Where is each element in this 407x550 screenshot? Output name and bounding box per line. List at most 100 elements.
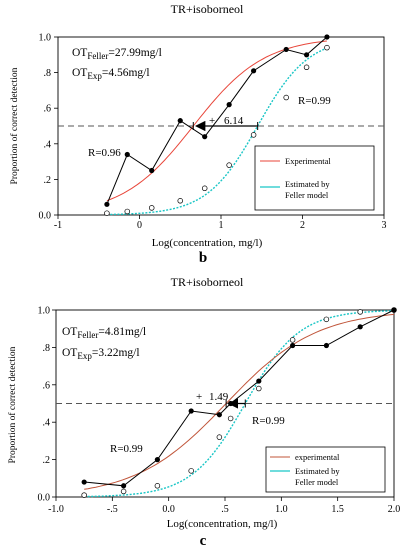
svg-text:OTExp=4.56mg/l: OTExp=4.56mg/l [72, 67, 150, 81]
legend-experimental-label: experimental [295, 452, 340, 462]
x-tick-label: -.5 [107, 504, 118, 515]
feller-point [226, 162, 232, 168]
x-tick-label: 2 [300, 220, 305, 231]
threshold-difference-label: 1.49 [209, 391, 229, 403]
observed-point [104, 201, 110, 207]
r-experimental-annotation: R=0.96 [88, 147, 121, 159]
ot-exp-annotation: OTExp=3.22mg/l [62, 347, 140, 361]
ot-feller-label: OT [72, 47, 87, 59]
feller-point [201, 185, 208, 192]
observed-point [124, 151, 130, 158]
svg-text:OTFeller=27.99mg/l: OTFeller=27.99mg/l [72, 47, 162, 61]
ot-feller-subscript: Feller [77, 330, 98, 340]
threshold-difference-label: 6.14 [224, 115, 244, 127]
feller-point [283, 94, 289, 101]
observed-point [303, 52, 310, 58]
observed-point [177, 118, 183, 124]
y-tick-label: .6 [43, 380, 51, 391]
legend: Experimental Estimated by Feller model [254, 145, 375, 211]
x-tick-label: 2.0 [388, 504, 401, 515]
x-tick-label: -1 [54, 220, 62, 231]
feller-point [216, 434, 223, 440]
svg-text:OTExp=3.22mg/l: OTExp=3.22mg/l [62, 347, 140, 361]
ot-exp-value: =4.56mg/l [102, 67, 150, 79]
feller-point [357, 309, 363, 315]
plot-area: -1.0 -.5 0.0 .5 1.0 1.5 2.0 0.0 .2 .4 .6 .8 1.0 [38, 306, 401, 516]
ot-feller-value: =4.81mg/l [98, 326, 146, 338]
feller-point [177, 198, 184, 204]
x-tick-label: -1.0 [48, 504, 64, 515]
legend-box [254, 145, 375, 211]
observed-point [290, 342, 296, 349]
y-tick-label: 0.0 [38, 493, 51, 504]
y-tick-label: .4 [44, 139, 52, 150]
feller-point [227, 415, 234, 422]
observed-point [216, 412, 222, 418]
feller-point [256, 385, 262, 392]
plus-minus-symbol: + [209, 115, 215, 127]
y-tick-label: 1.0 [38, 306, 51, 317]
observed-point [251, 68, 257, 74]
ot-exp-label: OT [72, 67, 87, 79]
observed-point [226, 102, 232, 108]
x-tick-label: 0 [137, 220, 142, 231]
feller-point [124, 208, 131, 215]
y-tick-label: .6 [44, 104, 52, 115]
y-axis-label: Proportion of correct detection [9, 67, 20, 184]
observed-point [324, 34, 330, 40]
feller-estimated-curve [106, 47, 328, 216]
svg-text:OTFeller=4.81mg/l: OTFeller=4.81mg/l [62, 326, 146, 340]
feller-point [324, 44, 330, 51]
observed-point [188, 408, 194, 414]
ot-exp-label: OT [62, 347, 77, 359]
legend-experimental-label: Experimental [285, 156, 331, 166]
observed-line [106, 36, 328, 205]
chart-panel-b: -1 0 1 2 3 0.0 .2 .4 .6 .8 1.0 TR+isoborneol Propo… [9, 2, 387, 266]
chart-title: TR+isoborneol [171, 275, 244, 289]
observed-point [357, 324, 363, 330]
y-tick-label: .4 [43, 418, 51, 429]
r-feller-annotation: R=0.99 [252, 415, 285, 427]
panel-label: b [199, 250, 207, 266]
x-tick-label: 3 [382, 220, 387, 231]
observed-point [149, 167, 155, 174]
ot-feller-annotation: OTFeller=4.81mg/l [62, 326, 146, 340]
feller-point [303, 64, 310, 71]
ot-feller-annotation: OTFeller=27.99mg/l [72, 47, 162, 61]
observed-point [154, 457, 160, 463]
legend-box [265, 446, 386, 493]
chart-title: TR+isoborneol [171, 2, 244, 16]
r-feller-annotation: R=0.99 [298, 95, 331, 107]
plot-area: -1 0 1 2 3 0.0 .2 .4 .6 .8 1.0 [39, 33, 387, 232]
chart-panel-c: -1.0 -.5 0.0 .5 1.0 1.5 2.0 0.0 .2 .4 .6 .8 1.0 TR+i… [7, 275, 400, 549]
legend: experimental Estimated by Feller model [265, 446, 386, 493]
r-experimental-annotation: R=0.99 [110, 443, 143, 455]
experimental-fit-curve [84, 313, 395, 490]
y-tick-label: 0.0 [39, 211, 52, 222]
observed-point [391, 307, 397, 313]
observed-point [202, 134, 208, 140]
feller-point [148, 205, 155, 211]
x-tick-label: 1.5 [331, 504, 344, 515]
plus-minus-symbol: + [196, 391, 202, 403]
panel-label: c [200, 533, 207, 549]
observed-point [283, 46, 289, 53]
ot-exp-subscript: Exp [87, 71, 102, 81]
observed-point [81, 479, 87, 485]
legend-estimated-label-line2: Feller model [295, 477, 339, 487]
y-axis-label: Proportion of correct detection [7, 346, 18, 463]
legend-estimated-label-line2: Feller model [285, 190, 329, 200]
ot-feller-label: OT [62, 326, 77, 338]
x-tick-label: 1.0 [275, 504, 288, 515]
ot-exp-annotation: OTExp=4.56mg/l [72, 67, 150, 81]
x-tick-label: .5 [221, 504, 229, 515]
feller-point [120, 488, 127, 495]
feller-point [289, 337, 296, 343]
x-tick-label: 0.0 [162, 504, 175, 515]
y-tick-label: .2 [43, 455, 51, 466]
legend-estimated-label-line1: Estimated by [285, 179, 330, 189]
x-axis-label: Log(concentration, mg/l) [167, 518, 278, 530]
feller-point [323, 316, 330, 323]
observed-point [121, 483, 127, 489]
